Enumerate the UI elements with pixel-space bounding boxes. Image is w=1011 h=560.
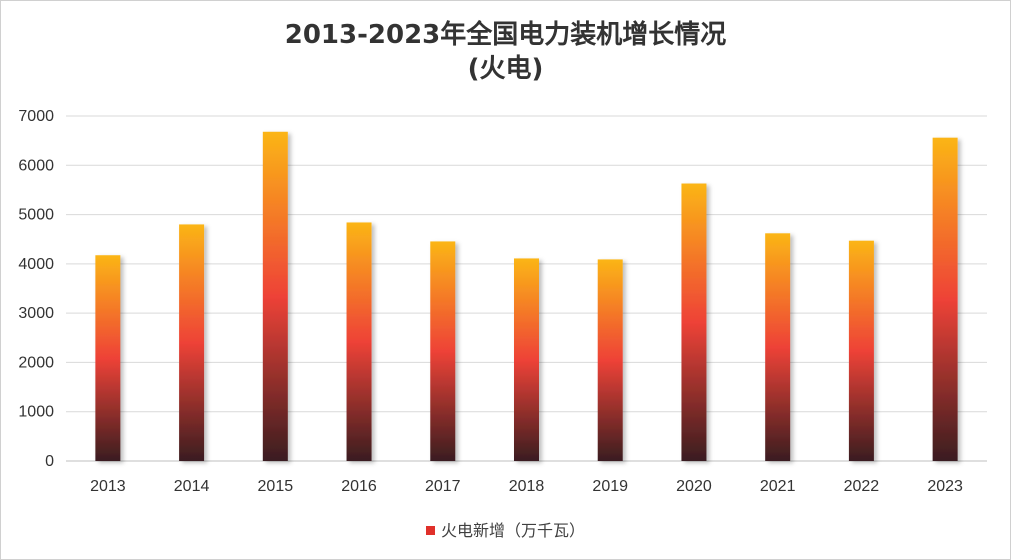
chart-title-main: 2013-2023年全国电力装机增长情况 [284,20,727,50]
y-tick-label: 4000 [18,256,54,273]
x-tick-label: 2023 [927,478,963,495]
x-tick-label: 2015 [258,478,294,495]
bar-2021 [765,233,791,461]
y-tick-label: 6000 [18,157,54,174]
bar-2013 [95,255,121,461]
x-tick-label: 2020 [676,478,712,495]
bar-2016 [346,222,372,461]
y-tick-label: 2000 [18,354,54,371]
y-tick-label: 3000 [18,305,54,322]
x-tick-label: 2022 [844,478,880,495]
x-tick-label: 2014 [174,478,210,495]
bar-2022 [848,240,874,461]
legend-label: 火电新增（万千瓦） [440,521,585,540]
x-tick-label: 2013 [90,478,126,495]
bars [95,131,958,461]
x-tick-label: 2017 [425,478,461,495]
y-tick-label: 7000 [18,108,54,125]
bar-2018 [514,258,539,461]
bar-2019 [597,259,623,461]
y-tick-label: 0 [45,453,54,470]
legend-swatch [425,526,435,535]
x-tick-label: 2021 [760,478,796,495]
bar-2017 [430,241,456,461]
x-axis-ticks: 2013 2014 2015 2016 2017 2018 2019 2020 2021 2022… [90,478,963,495]
bar-2023 [932,137,958,461]
y-tick-label: 5000 [18,207,54,224]
y-tick-label: 1000 [18,404,54,421]
y-axis-ticks: 0 1000 2000 3000 4000 5000 6000 7000 [18,108,54,470]
legend: 火电新增（万千瓦） [0,517,1011,541]
bar-2015 [262,131,288,461]
x-tick-label: 2019 [592,478,628,495]
x-tick-label: 2016 [341,478,377,495]
x-tick-label: 2018 [509,478,545,495]
bar-2020 [681,183,707,461]
bar-2014 [179,224,205,461]
chart-title: 2013-2023年全国电力装机增长情况 (火电) [0,18,1011,86]
chart-subtitle: (火电) [467,54,544,84]
